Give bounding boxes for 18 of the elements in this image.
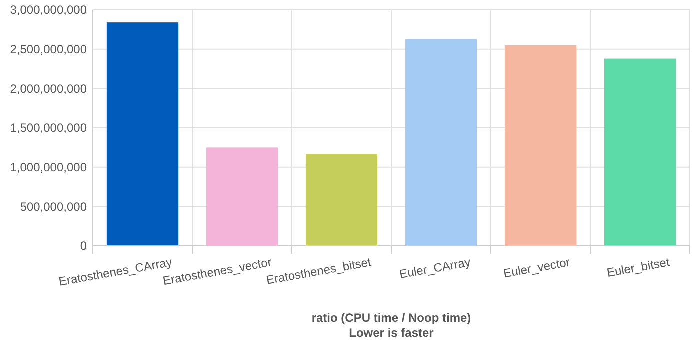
x-axis-title: ratio (CPU time / Noop time) (312, 311, 472, 325)
bar (206, 148, 278, 246)
bar (405, 39, 478, 246)
y-tick-label: 1,000,000,000 (10, 160, 88, 175)
y-tick-label: 2,500,000,000 (10, 42, 88, 57)
text: Lower is faster (349, 326, 434, 340)
y-tick-label: 1,500,000,000 (10, 121, 88, 136)
bar (306, 154, 378, 246)
y-tick-label: 3,000,000,000 (10, 3, 88, 18)
x-tick-label: Euler_CArray (398, 255, 472, 282)
y-tick-label: 500,000,000 (20, 200, 88, 214)
x-tick-label: Euler_bitset (606, 255, 672, 280)
bar (504, 45, 577, 246)
bar (604, 58, 676, 246)
y-tick-label: 2,000,000,000 (10, 82, 88, 96)
bar (106, 22, 179, 246)
y-tick-label: 0 (80, 239, 88, 254)
x-tick-label: Euler_vector (502, 255, 572, 281)
